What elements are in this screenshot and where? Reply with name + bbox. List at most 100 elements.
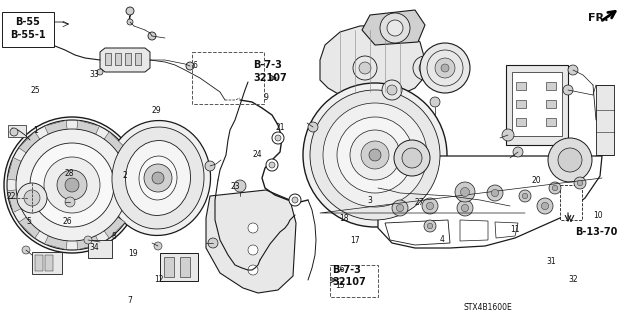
Text: B-55: B-55 xyxy=(15,17,40,27)
Circle shape xyxy=(127,19,133,25)
Text: 1: 1 xyxy=(33,126,38,135)
Circle shape xyxy=(382,80,402,100)
Polygon shape xyxy=(77,120,99,134)
Circle shape xyxy=(522,193,528,199)
Polygon shape xyxy=(123,158,137,180)
Text: 26: 26 xyxy=(62,217,72,226)
Bar xyxy=(516,118,526,126)
Circle shape xyxy=(10,128,18,136)
Circle shape xyxy=(266,159,278,171)
Circle shape xyxy=(234,180,246,192)
Circle shape xyxy=(350,130,400,180)
Text: B-55-1: B-55-1 xyxy=(10,30,46,40)
Circle shape xyxy=(16,129,128,241)
Text: 15: 15 xyxy=(335,281,346,290)
Text: 8: 8 xyxy=(111,232,116,241)
Text: 7: 7 xyxy=(127,296,132,305)
Text: 31: 31 xyxy=(547,257,557,266)
Circle shape xyxy=(292,197,298,203)
Circle shape xyxy=(272,132,284,144)
Text: 17: 17 xyxy=(350,236,360,245)
Bar xyxy=(2,12,54,47)
Polygon shape xyxy=(7,190,21,212)
Text: 4: 4 xyxy=(439,235,444,244)
Polygon shape xyxy=(495,222,518,238)
Bar xyxy=(546,118,556,126)
Circle shape xyxy=(4,117,140,253)
Circle shape xyxy=(513,147,523,157)
Circle shape xyxy=(424,220,436,232)
Circle shape xyxy=(7,120,137,250)
Circle shape xyxy=(30,143,114,227)
Ellipse shape xyxy=(139,156,177,200)
Circle shape xyxy=(17,183,47,213)
Polygon shape xyxy=(77,236,99,250)
Text: 27: 27 xyxy=(414,198,424,207)
Text: 25: 25 xyxy=(30,86,40,95)
Circle shape xyxy=(44,157,100,213)
Polygon shape xyxy=(104,132,125,153)
Circle shape xyxy=(577,180,582,186)
Circle shape xyxy=(186,62,194,70)
Polygon shape xyxy=(104,217,125,238)
Bar xyxy=(330,265,378,297)
Circle shape xyxy=(426,202,434,210)
Polygon shape xyxy=(385,220,450,245)
Circle shape xyxy=(430,97,440,107)
Text: 24: 24 xyxy=(252,150,262,159)
Bar xyxy=(546,100,556,108)
Circle shape xyxy=(427,50,463,86)
Circle shape xyxy=(84,236,92,244)
Circle shape xyxy=(541,202,548,210)
Circle shape xyxy=(455,182,475,202)
Text: 32107: 32107 xyxy=(253,73,287,83)
Circle shape xyxy=(387,20,403,36)
Circle shape xyxy=(148,32,156,40)
Circle shape xyxy=(361,141,389,169)
Circle shape xyxy=(144,164,172,192)
Circle shape xyxy=(126,7,134,15)
Polygon shape xyxy=(378,156,602,248)
Bar xyxy=(506,65,568,145)
Text: 22: 22 xyxy=(7,192,16,201)
Circle shape xyxy=(310,90,440,220)
Text: 21: 21 xyxy=(276,123,285,132)
Bar xyxy=(8,125,26,137)
Circle shape xyxy=(152,172,164,184)
Circle shape xyxy=(461,204,468,211)
Circle shape xyxy=(428,223,433,229)
Polygon shape xyxy=(206,190,296,293)
Bar xyxy=(512,72,562,136)
Bar xyxy=(35,255,43,271)
Text: 28: 28 xyxy=(65,169,74,178)
Bar xyxy=(115,53,121,65)
Circle shape xyxy=(563,85,573,95)
Bar xyxy=(105,53,111,65)
Bar xyxy=(160,253,198,281)
Text: 20: 20 xyxy=(531,176,541,185)
Circle shape xyxy=(65,178,79,192)
Circle shape xyxy=(248,223,258,233)
Polygon shape xyxy=(460,220,488,241)
Bar xyxy=(32,252,62,274)
Circle shape xyxy=(24,190,40,206)
Bar xyxy=(596,85,614,155)
Circle shape xyxy=(394,140,430,176)
Text: 5: 5 xyxy=(26,217,31,226)
Polygon shape xyxy=(123,190,137,212)
Circle shape xyxy=(492,189,499,197)
Polygon shape xyxy=(100,48,150,72)
Circle shape xyxy=(422,198,438,214)
Polygon shape xyxy=(19,132,40,153)
Bar xyxy=(135,53,141,65)
Text: 18: 18 xyxy=(340,214,349,223)
Text: 6: 6 xyxy=(193,61,198,70)
Circle shape xyxy=(323,103,427,207)
Text: B-13-70: B-13-70 xyxy=(575,227,618,237)
Text: 32107: 32107 xyxy=(332,277,365,287)
Polygon shape xyxy=(19,217,40,238)
Circle shape xyxy=(248,245,258,255)
Text: 11: 11 xyxy=(511,225,520,234)
Circle shape xyxy=(97,69,103,75)
Polygon shape xyxy=(320,25,425,98)
